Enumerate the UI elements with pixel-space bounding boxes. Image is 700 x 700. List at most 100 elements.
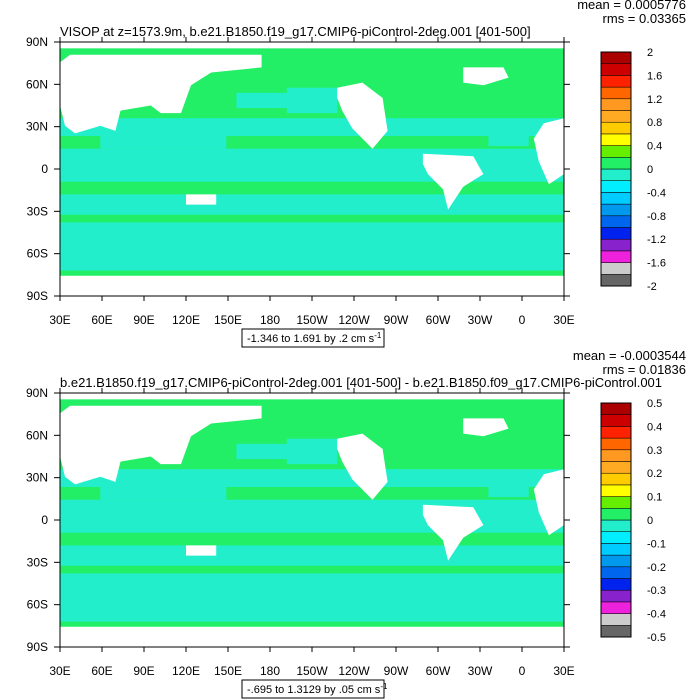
x-tick-label: 60W: [426, 664, 451, 678]
arctic-cap: [60, 42, 564, 49]
colorbar-segment: [600, 589, 632, 603]
range-note-exponent: -1: [380, 682, 388, 691]
colorbar-segment: [600, 145, 632, 158]
cyan-band-2: [60, 499, 564, 533]
cyan-band-4: [60, 573, 564, 622]
colorbar-label: -2: [647, 281, 657, 293]
range-note-exponent: -1: [374, 331, 382, 340]
y-tick-label: 30S: [27, 204, 48, 218]
colorbar-segment: [600, 203, 632, 217]
cyan-band-4: [60, 222, 564, 271]
colorbar-segment: [600, 157, 632, 170]
x-tick-label: 150W: [296, 313, 328, 327]
x-tick-label: 120E: [172, 664, 200, 678]
colorbar-segment: [600, 51, 632, 64]
range-note: -1.346 to 1.691 by .2 cm s-1: [247, 331, 382, 345]
y-tick-label: 60S: [27, 598, 48, 612]
x-tick-label: 90W: [384, 664, 409, 678]
colorbar-label: 1.2: [647, 94, 662, 106]
colorbar-segment: [600, 63, 632, 76]
mean-stat: mean = 0.0005776: [577, 0, 686, 12]
y-tick-label: 60S: [27, 247, 48, 261]
y-tick-label: 30N: [26, 471, 48, 485]
africa-land: [533, 118, 564, 185]
colorbar-label: -0.4: [647, 609, 666, 621]
x-tick-label: 180: [260, 313, 280, 327]
plot-title: b.e21.B1850.f19_g17.CMIP6-piControl-2deg…: [60, 375, 662, 390]
cyan-band-1: [60, 118, 564, 136]
cyan-band-1: [60, 469, 564, 487]
south-america-land: [422, 153, 484, 210]
colorbar-segment: [600, 250, 632, 263]
colorbar-segment: [600, 601, 632, 614]
range-note-box: [241, 679, 385, 699]
colorbar-label: 0.5: [647, 398, 662, 410]
x-tick-label: 150W: [296, 664, 328, 678]
colorbar-segment: [600, 613, 632, 626]
antarctica-land: [60, 626, 564, 647]
colorbar-segment: [600, 437, 632, 451]
x-tick-label: 60W: [426, 313, 451, 327]
colorbar-segment: [600, 449, 632, 462]
x-tick-label: 90E: [133, 313, 154, 327]
colorbar-segment: [600, 531, 632, 544]
range-note-box: [241, 328, 385, 348]
cyan-patch-5: [488, 133, 529, 147]
x-tick-label: 30W: [468, 313, 493, 327]
antarctica-land: [60, 275, 564, 296]
colorbar-segment: [600, 472, 632, 486]
x-tick-label: 120W: [338, 664, 370, 678]
x-tick-label: 0: [519, 664, 526, 678]
x-tick-label: 60E: [91, 664, 112, 678]
y-tick-label: 90N: [26, 35, 48, 49]
y-tick-label: 90S: [27, 289, 48, 303]
x-tick-label: 120W: [338, 313, 370, 327]
range-note-text: -1.346 to 1.691 by .2 cm s: [247, 333, 375, 345]
colorbar-label: 0.4: [647, 421, 662, 433]
colorbar-label: 0.4: [647, 141, 662, 153]
colorbar-segment: [600, 98, 632, 111]
colorbar-segment: [600, 402, 632, 415]
colorbar-segment: [600, 484, 632, 497]
x-tick-label: 60E: [91, 313, 112, 327]
colorbar-segment: [600, 110, 632, 123]
x-tick-label: 30W: [468, 664, 493, 678]
colorbar-label: 0: [647, 515, 653, 527]
colorbar-segment: [600, 86, 632, 100]
map-field: [60, 42, 564, 296]
arctic-cap: [60, 393, 564, 400]
greenland-land: [463, 418, 509, 437]
greenland-land: [463, 67, 509, 86]
colorbar-segment: [600, 519, 632, 532]
y-tick-label: 30N: [26, 120, 48, 134]
y-tick-label: 0: [41, 162, 48, 176]
cyan-patch-5: [488, 484, 529, 498]
africa-land: [533, 469, 564, 536]
cyan-patch-4: [236, 92, 297, 109]
colorbar-label: 0.2: [647, 468, 662, 480]
colorbar-segment: [600, 496, 632, 509]
colorbar-label: 0.8: [647, 117, 662, 129]
y-tick-label: 90N: [26, 386, 48, 400]
x-tick-label: 180: [260, 664, 280, 678]
colorbar-segment: [600, 554, 632, 568]
colorbar-label: -0.8: [647, 211, 666, 223]
colorbar-label: -0.3: [647, 585, 666, 597]
cyan-band-3: [60, 545, 564, 566]
y-tick-label: 60N: [26, 77, 48, 91]
range-note-text: -.695 to 1.3129 by .05 cm s: [247, 684, 381, 696]
colorbar-label: 0.3: [647, 445, 662, 457]
colorbar-segment: [600, 192, 632, 205]
colorbar-frame: [600, 402, 632, 638]
north-america-land: [337, 433, 388, 500]
colorbar-segment: [600, 133, 632, 146]
cyan-patch-3: [362, 507, 423, 523]
colorbar-label: -0.2: [647, 562, 666, 574]
north-america-land: [337, 82, 388, 149]
colorbar-segment: [600, 625, 632, 638]
rms-stat: rms = 0.01836: [603, 362, 686, 377]
colorbar-segment: [600, 566, 632, 579]
cyan-patch-3: [362, 156, 423, 172]
x-tick-label: 30E: [553, 313, 574, 327]
